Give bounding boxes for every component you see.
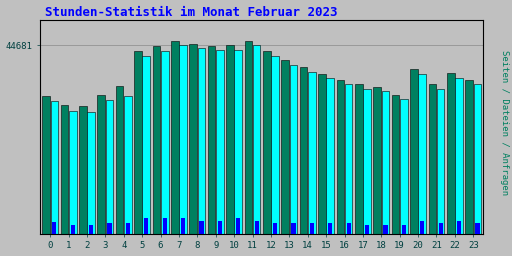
Bar bbox=[410, 69, 418, 234]
Bar bbox=[429, 84, 436, 234]
Bar bbox=[153, 47, 160, 234]
Bar bbox=[418, 74, 426, 234]
Bar bbox=[69, 111, 76, 234]
Bar bbox=[282, 60, 289, 234]
Bar bbox=[142, 56, 150, 234]
Bar bbox=[345, 84, 352, 234]
Bar bbox=[290, 65, 297, 234]
Bar bbox=[318, 74, 326, 234]
Bar bbox=[400, 99, 408, 234]
Bar bbox=[336, 80, 344, 234]
Bar bbox=[189, 44, 197, 234]
Bar bbox=[108, 223, 112, 234]
Bar bbox=[327, 78, 334, 234]
Bar bbox=[439, 223, 443, 234]
Bar bbox=[51, 101, 58, 234]
Bar bbox=[254, 220, 259, 234]
Bar bbox=[253, 45, 261, 234]
Bar bbox=[328, 223, 332, 234]
Bar bbox=[365, 225, 369, 234]
Bar bbox=[161, 51, 168, 234]
Bar bbox=[437, 89, 444, 234]
Bar bbox=[179, 45, 187, 234]
Bar bbox=[198, 48, 205, 234]
Bar bbox=[447, 73, 455, 234]
Bar bbox=[126, 223, 130, 234]
Bar bbox=[71, 225, 75, 234]
Bar bbox=[134, 51, 142, 234]
Bar bbox=[245, 41, 252, 234]
Bar bbox=[310, 223, 314, 234]
Bar bbox=[181, 218, 185, 234]
Bar bbox=[308, 71, 316, 234]
Bar bbox=[291, 223, 295, 234]
Bar bbox=[116, 86, 123, 234]
Bar bbox=[226, 45, 234, 234]
Bar bbox=[163, 218, 167, 234]
Bar bbox=[273, 223, 277, 234]
Bar bbox=[144, 218, 148, 234]
Bar bbox=[124, 96, 132, 234]
Bar bbox=[363, 89, 371, 234]
Text: Stunden-Statistik im Monat Februar 2023: Stunden-Statistik im Monat Februar 2023 bbox=[45, 6, 337, 18]
Bar bbox=[105, 100, 113, 234]
Bar bbox=[263, 51, 271, 234]
Bar bbox=[89, 225, 93, 234]
Bar bbox=[88, 112, 95, 234]
Bar bbox=[52, 222, 56, 234]
Bar bbox=[42, 96, 50, 234]
Bar bbox=[347, 223, 351, 234]
Bar bbox=[457, 220, 461, 234]
Bar bbox=[218, 220, 222, 234]
Bar bbox=[60, 105, 68, 234]
Bar bbox=[373, 87, 381, 234]
Bar bbox=[392, 95, 399, 234]
Bar bbox=[474, 84, 481, 234]
Bar bbox=[381, 91, 389, 234]
Bar bbox=[420, 220, 424, 234]
Text: Seiten / Dateien / Anfragen: Seiten / Dateien / Anfragen bbox=[500, 50, 509, 195]
Bar bbox=[465, 80, 473, 234]
Bar bbox=[97, 95, 105, 234]
Bar bbox=[271, 56, 279, 234]
Bar bbox=[300, 67, 307, 234]
Bar bbox=[383, 225, 388, 234]
Bar bbox=[475, 223, 480, 234]
Bar bbox=[234, 50, 242, 234]
Bar bbox=[171, 41, 179, 234]
Bar bbox=[236, 218, 240, 234]
Bar bbox=[402, 225, 406, 234]
Bar bbox=[79, 106, 87, 234]
Bar bbox=[208, 46, 216, 234]
Bar bbox=[355, 84, 362, 234]
Bar bbox=[199, 220, 204, 234]
Bar bbox=[455, 78, 463, 234]
Bar bbox=[216, 50, 224, 234]
